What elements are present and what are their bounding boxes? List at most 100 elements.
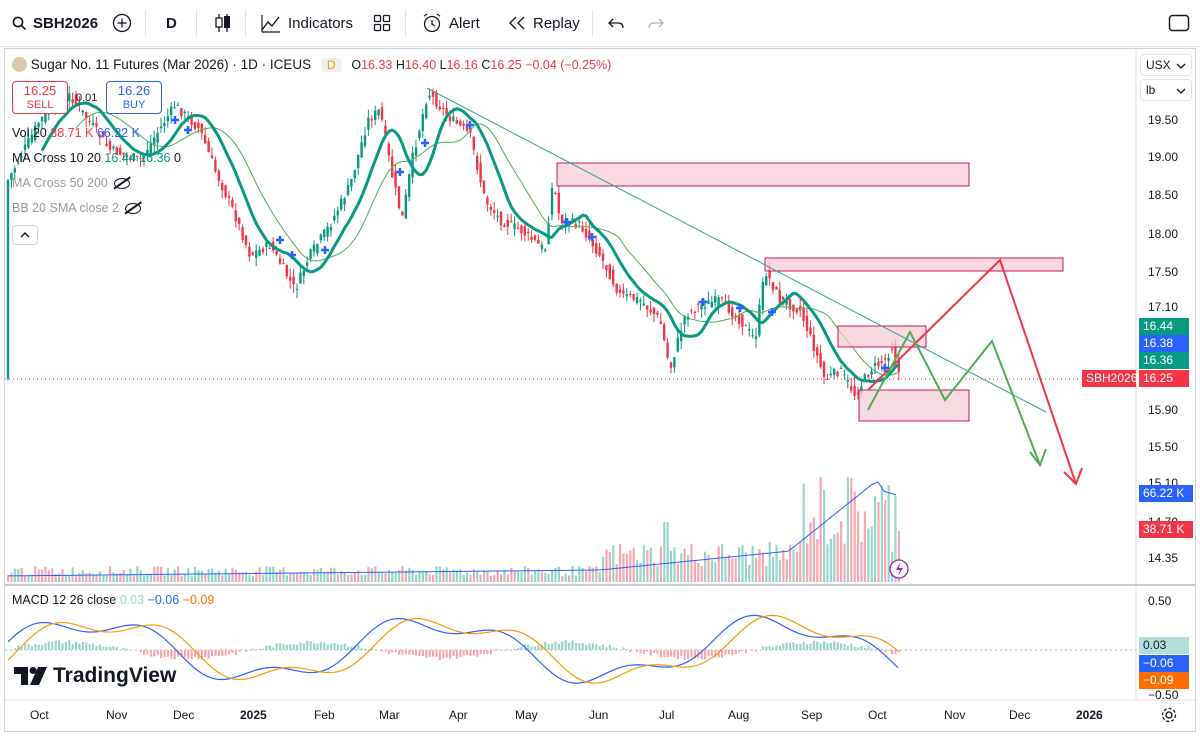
macd-histogram-bar (275, 643, 278, 650)
candle-body (149, 142, 152, 154)
candle-body (231, 200, 234, 207)
time-tick: Jun (589, 708, 609, 722)
macd-histogram-bar (721, 650, 724, 658)
price-chart[interactable] (0, 48, 1200, 737)
volume-bar (748, 564, 751, 582)
macd-histogram-bar (687, 650, 690, 659)
macd-histogram-bar (768, 646, 771, 650)
macd-histogram-bar (381, 650, 384, 652)
fullscreen-button[interactable] (1168, 0, 1190, 46)
candle-body (663, 324, 666, 341)
candle-body (499, 211, 503, 226)
unit-select[interactable]: lb (1140, 79, 1192, 101)
bollinger-legend[interactable]: BB 20 SMA close 2 (12, 201, 142, 215)
buy-button[interactable]: 16.26 BUY (106, 81, 162, 114)
candle-body (870, 371, 873, 375)
macd-histogram-bar (190, 650, 193, 660)
volume-bar (697, 563, 700, 582)
hidden-eye-icon[interactable] (113, 178, 130, 190)
candle-body (387, 143, 390, 156)
candle-body (136, 155, 139, 157)
macd-histogram-bar (41, 644, 44, 650)
volume-bar (571, 566, 574, 582)
macd-histogram-bar (612, 647, 615, 650)
alert-button[interactable]: Alert (421, 0, 480, 46)
interval-button[interactable]: D (166, 14, 177, 32)
macd-histogram-bar (272, 647, 275, 650)
tradingview-watermark[interactable]: TradingView (14, 664, 176, 688)
macd-histogram-bar (455, 650, 458, 660)
macd-histogram-bar (24, 643, 27, 650)
candle-body (775, 286, 778, 290)
volume-bar (673, 547, 676, 582)
candle-body (312, 244, 316, 252)
candle-body (819, 352, 822, 367)
chart-settings-button[interactable] (1160, 706, 1178, 729)
candle-body (761, 281, 764, 311)
candle-body (479, 162, 482, 183)
low-label: L (439, 58, 447, 72)
close-value: 16.25 (490, 58, 522, 72)
candle-body (418, 130, 421, 139)
macd-histogram-bar (806, 644, 809, 650)
replay-button[interactable]: Replay (507, 0, 580, 46)
macd-histogram-bar (615, 648, 618, 650)
volume-bar (704, 551, 707, 582)
candle-body (6, 179, 10, 379)
candle-body (506, 219, 509, 227)
price-tick: 14.35 (1148, 551, 1179, 565)
volume-bar (347, 575, 350, 582)
macd-histogram-bar (527, 644, 530, 650)
grid-icon (373, 14, 391, 32)
macd-histogram-bar (513, 648, 516, 650)
candle-body (768, 267, 771, 279)
candle-body (367, 117, 370, 130)
macd-histogram-bar (75, 641, 78, 650)
volume-legend[interactable]: Vol 20 38.71 K 66.22 K (12, 126, 140, 140)
currency-select[interactable]: USX (1140, 54, 1192, 76)
volume-bar (615, 563, 618, 582)
macd-histogram-bar (557, 643, 560, 650)
session-badge[interactable]: D (320, 58, 342, 72)
ma-short-value: 16.44 (104, 151, 136, 165)
macd-legend[interactable]: MACD 12 26 close 0.03 −0.06 −0.09 (12, 593, 214, 607)
macd-histogram-bar (506, 649, 509, 650)
candle-body (217, 170, 220, 181)
volume-bar (479, 574, 482, 582)
open-label: O (351, 58, 362, 72)
volume-bar (275, 571, 278, 582)
volume-bar (384, 573, 387, 582)
macd-histogram-bar (122, 647, 125, 650)
volume-bar (418, 570, 421, 582)
macd-histogram-bar (313, 643, 316, 650)
candle-body (727, 300, 730, 313)
indicators-icon (261, 15, 280, 33)
macd-histogram-bar (153, 650, 156, 657)
compare-button[interactable] (112, 0, 132, 46)
hidden-eye-icon[interactable] (125, 203, 142, 215)
templates-button[interactable] (373, 0, 391, 46)
macd-histogram-bar (364, 648, 367, 650)
macd-histogram-bar (85, 642, 88, 650)
macd-histogram-bar (384, 650, 387, 652)
redo-button[interactable] (647, 0, 665, 46)
chart-title[interactable]: Sugar No. 11 Futures (Mar 2026) · 1D · I… (30, 57, 312, 72)
chevron-down-icon (1176, 88, 1186, 94)
collapse-legend-button[interactable] (12, 225, 38, 245)
indicators-button[interactable]: Indicators (260, 0, 353, 46)
chart-type-button[interactable] (213, 0, 233, 46)
symbol-search-button[interactable]: SBH2026 (12, 0, 98, 46)
sell-button[interactable]: 16.25 SELL (12, 81, 68, 114)
price-tick: 15.50 (1148, 440, 1179, 454)
volume-bar (211, 568, 214, 582)
candle-body (890, 348, 894, 350)
candle-body (571, 218, 574, 221)
candle-body (289, 276, 292, 281)
price-tick: 17.10 (1148, 300, 1179, 314)
ma-cross-50-200-legend[interactable]: MA Cross 50 200 (12, 176, 130, 190)
undo-button[interactable] (607, 0, 625, 46)
candle-body (785, 301, 788, 305)
volume-bar (500, 574, 503, 582)
volume-bar (653, 562, 656, 582)
ma-cross-legend[interactable]: MA Cross 10 20 16.44 16.36 0 (12, 151, 181, 165)
